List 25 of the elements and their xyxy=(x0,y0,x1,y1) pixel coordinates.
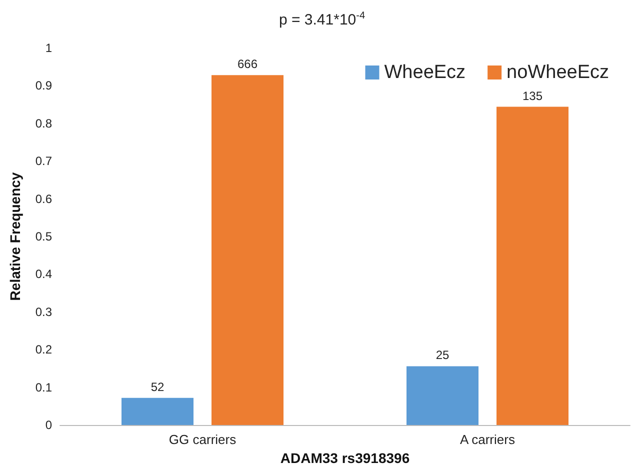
annotation: 25 xyxy=(436,348,450,362)
y-tick-label: 0.7 xyxy=(35,154,52,168)
legend-label: WheeEcz xyxy=(384,62,466,83)
y-tick-label: 1 xyxy=(45,41,52,55)
x-tick-label: A carriers xyxy=(460,432,516,447)
y-tick-label: 0.4 xyxy=(35,267,52,282)
y-tick-label: 0.6 xyxy=(35,192,52,206)
bar xyxy=(496,106,568,425)
x-axis-title: ADAM33 rs3918396 xyxy=(280,450,410,466)
x-tick-label: GG carriers xyxy=(168,432,237,447)
annotation: 666 xyxy=(237,57,258,72)
y-tick-label: 0.8 xyxy=(35,116,52,130)
y-tick-label: 0.3 xyxy=(35,304,52,319)
bar xyxy=(122,398,194,425)
bar xyxy=(406,366,478,425)
y-axis-title: Relative Frequency xyxy=(7,172,23,301)
y-tick-label: 0.5 xyxy=(35,230,52,244)
y-tick-label: 0.2 xyxy=(35,342,52,357)
legend-label: noWheeEcz xyxy=(506,62,610,83)
annotation: 52 xyxy=(150,380,164,394)
bar xyxy=(212,75,284,425)
y-tick-label: 0 xyxy=(45,418,52,432)
annotation: 135 xyxy=(522,88,543,103)
y-tick-label: 0.9 xyxy=(35,78,52,93)
y-tick-label: 0.1 xyxy=(35,380,52,394)
